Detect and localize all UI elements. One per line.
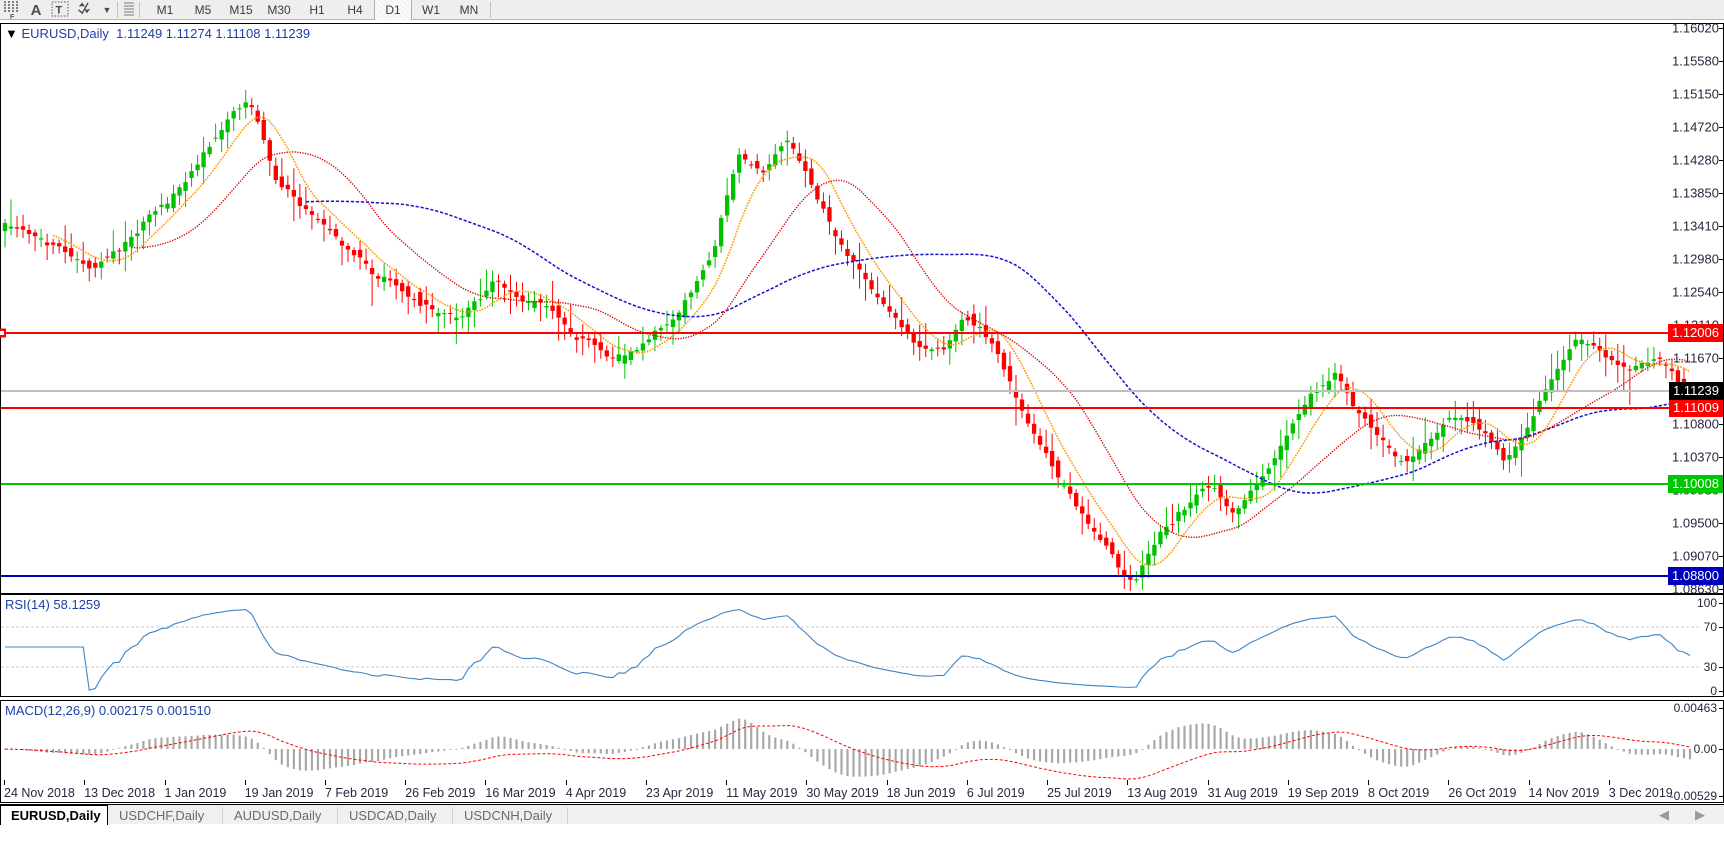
svg-text:F: F	[10, 14, 15, 20]
svg-text:T: T	[56, 5, 63, 17]
